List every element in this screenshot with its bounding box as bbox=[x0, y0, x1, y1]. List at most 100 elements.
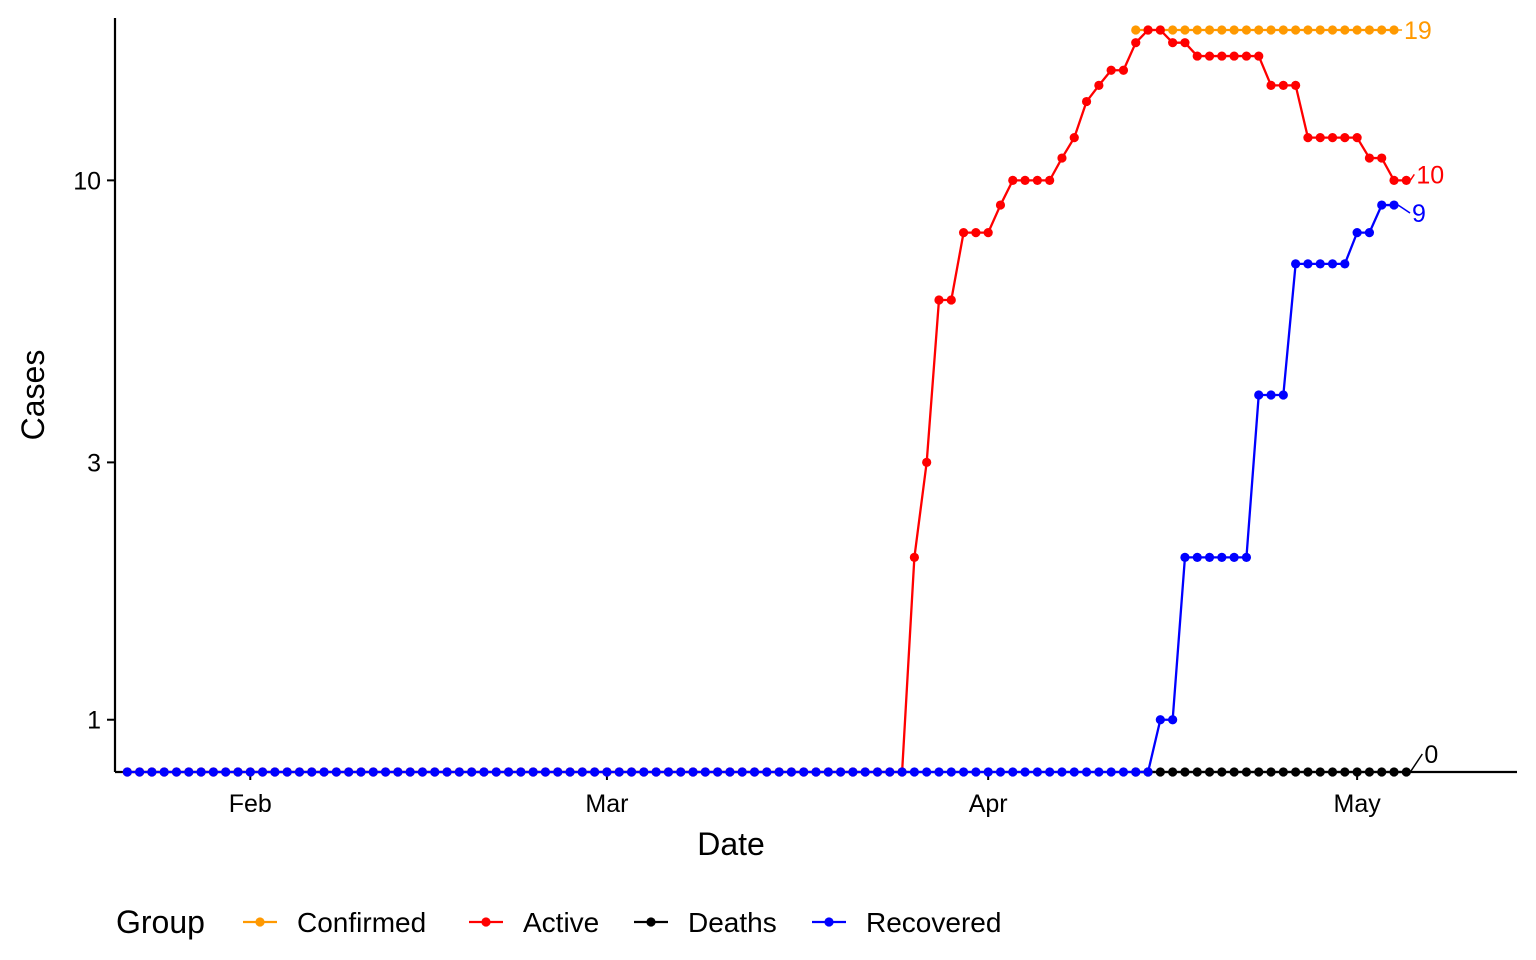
data-point bbox=[1229, 25, 1239, 35]
data-point bbox=[983, 228, 993, 238]
series-recovered bbox=[122, 200, 1399, 777]
data-point bbox=[1315, 133, 1325, 143]
data-point bbox=[958, 228, 969, 238]
data-point bbox=[135, 767, 145, 777]
data-point bbox=[1094, 767, 1104, 777]
data-point bbox=[823, 767, 833, 777]
data-point bbox=[577, 767, 587, 777]
data-point bbox=[639, 767, 649, 777]
data-point bbox=[454, 767, 464, 777]
data-point bbox=[1327, 25, 1338, 35]
y-axis-ticks: 1 3 10 bbox=[73, 167, 115, 735]
data-point bbox=[307, 767, 317, 777]
data-point bbox=[663, 767, 674, 777]
legend-item-recovered: Recovered bbox=[812, 907, 1001, 938]
end-label-leader bbox=[1397, 204, 1411, 214]
data-point bbox=[1155, 715, 1165, 725]
data-point bbox=[1008, 175, 1018, 185]
data-point bbox=[725, 767, 735, 777]
data-point bbox=[946, 767, 956, 777]
data-point bbox=[1094, 80, 1104, 90]
x-axis-ticks: Feb Mar Apr May bbox=[229, 772, 1381, 818]
data-point bbox=[1266, 25, 1276, 35]
data-point bbox=[1291, 259, 1301, 269]
data-point bbox=[1168, 25, 1178, 35]
data-point bbox=[196, 767, 206, 777]
data-point bbox=[1032, 767, 1042, 777]
data-point bbox=[1106, 767, 1116, 777]
data-point bbox=[922, 457, 932, 467]
y-tick-label: 1 bbox=[87, 707, 101, 735]
data-point bbox=[1340, 25, 1350, 35]
data-point bbox=[1278, 767, 1288, 777]
data-point bbox=[590, 767, 600, 777]
legend-label: Active bbox=[523, 907, 599, 938]
data-point bbox=[1204, 25, 1215, 35]
data-point bbox=[1389, 200, 1399, 210]
data-point bbox=[1340, 259, 1350, 269]
data-point bbox=[221, 767, 231, 777]
data-point bbox=[1168, 767, 1178, 777]
data-point bbox=[1364, 767, 1375, 777]
data-point bbox=[1180, 552, 1190, 562]
data-point bbox=[1352, 133, 1362, 143]
data-point bbox=[799, 767, 809, 777]
legend-label: Recovered bbox=[866, 907, 1001, 938]
data-point bbox=[257, 767, 268, 777]
data-point bbox=[319, 767, 329, 777]
data-point bbox=[1389, 25, 1399, 35]
data-point bbox=[713, 767, 723, 777]
legend-label: Confirmed bbox=[297, 907, 426, 938]
data-point bbox=[1254, 25, 1264, 35]
data-point bbox=[922, 767, 932, 777]
data-point bbox=[1315, 259, 1325, 269]
data-point bbox=[1020, 175, 1030, 185]
data-point bbox=[1069, 767, 1079, 777]
data-point bbox=[971, 767, 981, 777]
legend-key-point bbox=[481, 917, 491, 927]
data-point bbox=[1180, 25, 1190, 35]
data-point bbox=[503, 767, 514, 777]
legend-key-point bbox=[255, 917, 265, 927]
data-point bbox=[1106, 65, 1116, 75]
data-point bbox=[946, 295, 956, 305]
data-point bbox=[1266, 390, 1276, 400]
data-point bbox=[1118, 65, 1129, 75]
data-point bbox=[1254, 390, 1264, 400]
data-point bbox=[270, 767, 280, 777]
data-point bbox=[1217, 51, 1227, 61]
data-point bbox=[430, 767, 440, 777]
data-point bbox=[1303, 767, 1313, 777]
data-point bbox=[934, 295, 944, 305]
data-point bbox=[1032, 175, 1042, 185]
series-line-active bbox=[127, 28, 1407, 774]
data-point bbox=[380, 767, 391, 777]
data-point bbox=[1377, 200, 1387, 210]
data-point bbox=[786, 767, 797, 777]
data-point bbox=[836, 767, 846, 777]
data-point bbox=[983, 767, 993, 777]
data-point bbox=[282, 767, 292, 777]
end-label-deaths: 0 bbox=[1424, 741, 1438, 769]
data-point bbox=[1143, 767, 1153, 777]
data-point bbox=[1303, 133, 1313, 143]
legend-key-point bbox=[646, 917, 656, 927]
data-point bbox=[1254, 51, 1264, 61]
data-point bbox=[565, 767, 575, 777]
legend-item-deaths: Deaths bbox=[634, 907, 777, 938]
data-point bbox=[626, 767, 637, 777]
data-point bbox=[1364, 153, 1375, 163]
data-point bbox=[700, 767, 710, 777]
end-label-leader bbox=[1409, 753, 1423, 773]
data-point bbox=[1217, 767, 1227, 777]
data-point bbox=[1352, 767, 1362, 777]
data-point bbox=[749, 767, 760, 777]
data-point bbox=[159, 767, 169, 777]
data-point bbox=[774, 767, 784, 777]
data-point bbox=[1131, 25, 1141, 35]
data-point bbox=[762, 767, 772, 777]
legend-label: Deaths bbox=[688, 907, 777, 938]
data-point bbox=[184, 767, 194, 777]
data-point bbox=[1377, 25, 1387, 35]
data-point bbox=[1389, 767, 1399, 777]
